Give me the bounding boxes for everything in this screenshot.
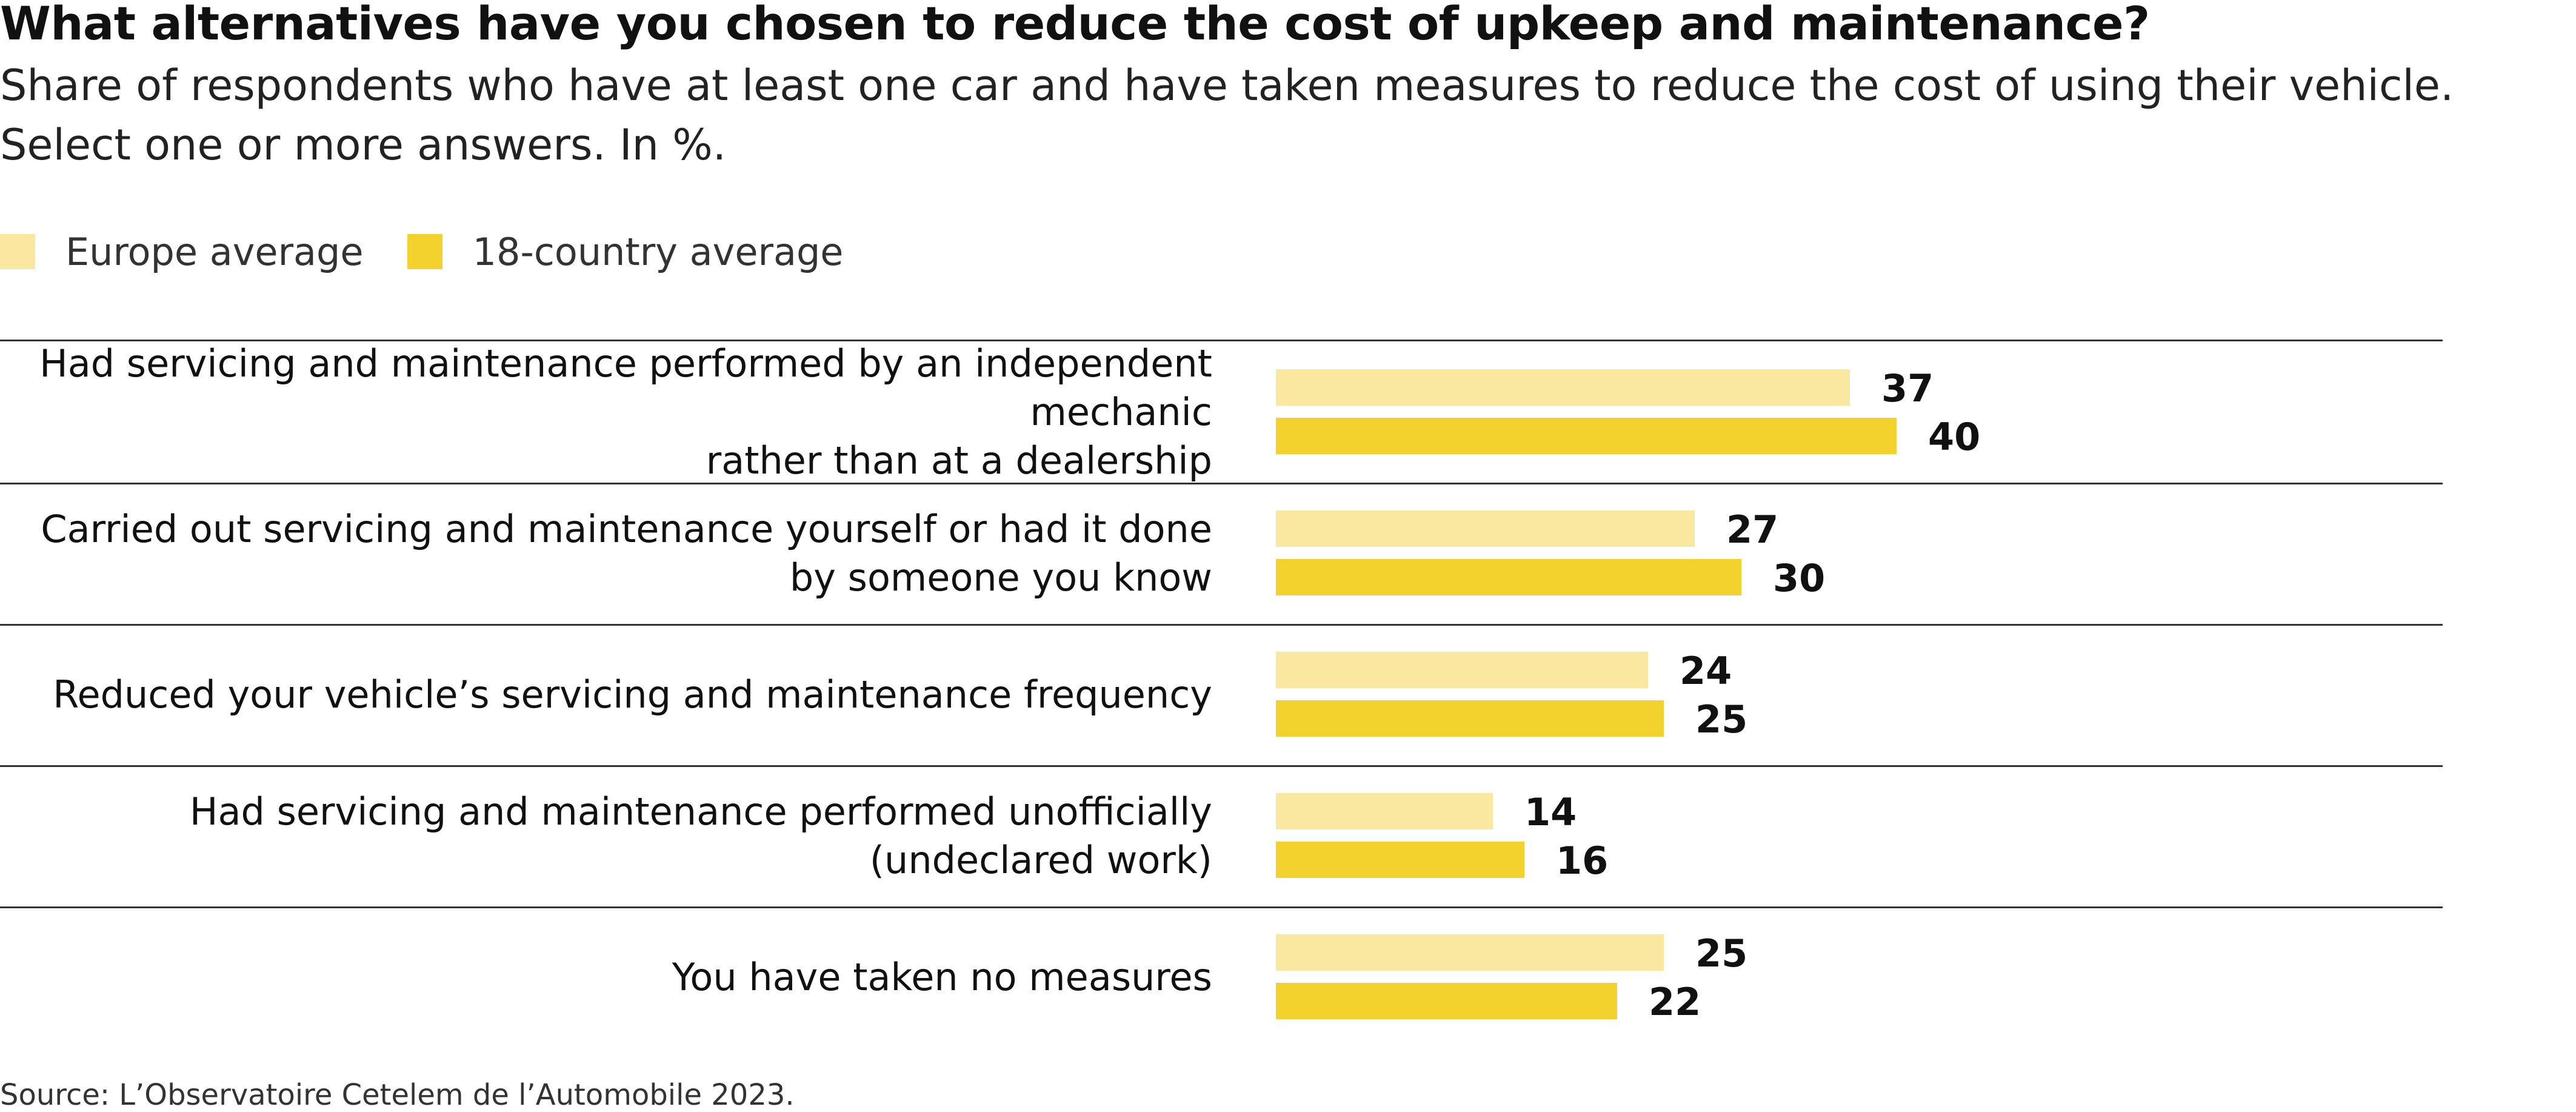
row-separator (0, 906, 2443, 908)
value-label-18-country: 30 (1773, 556, 1826, 600)
value-label-europe: 25 (1695, 931, 1748, 976)
chart-row: Carried out servicing and maintenance yo… (0, 483, 2443, 624)
bar-18-country (1276, 700, 1664, 737)
value-label-18-country: 22 (1649, 980, 1701, 1024)
legend-label-18-country: 18-country average (472, 229, 844, 274)
bar-europe (1276, 652, 1648, 688)
chart-row: Had servicing and maintenance performed … (0, 765, 2443, 906)
row-separator (0, 624, 2443, 626)
category-label: Reduced your vehicle’s servicing and mai… (53, 672, 1212, 717)
chart-row: Had servicing and maintenance performed … (0, 341, 2443, 483)
value-label-europe: 14 (1524, 790, 1577, 834)
row-separator (0, 765, 2443, 767)
value-label-18-country: 40 (1928, 415, 1981, 459)
legend-label-europe: Europe average (65, 229, 364, 274)
legend-item-18-country: 18-country average (407, 229, 844, 274)
bar-europe (1276, 369, 1850, 406)
bar-18-country (1276, 418, 1897, 454)
category-label: Carried out servicing and maintenance yo… (41, 506, 1212, 600)
row-separator (0, 483, 2443, 484)
legend-item-europe: Europe average (0, 230, 364, 274)
bar-europe (1276, 511, 1695, 547)
chart-row: You have taken no measures 25 22 (0, 906, 2443, 1048)
bar-18-country (1276, 559, 1741, 595)
value-label-europe: 24 (1680, 649, 1732, 693)
value-label-18-country: 16 (1556, 839, 1609, 883)
value-label-europe: 37 (1881, 366, 1934, 410)
chart-subtitle: Share of respondents who have at least o… (0, 61, 2454, 170)
value-label-18-country: 25 (1695, 697, 1748, 742)
category-label: Had servicing and maintenance performed … (39, 341, 1212, 483)
chart-row: Reduced your vehicle’s servicing and mai… (0, 624, 2443, 765)
category-label: You have taken no measures (672, 954, 1212, 999)
bar-18-country (1276, 983, 1617, 1019)
legend: Europe average 18-country average (0, 227, 887, 276)
source-note: Source: L’Observatoire Cetelem de l’Auto… (0, 1078, 795, 1112)
row-separator (0, 340, 2443, 341)
bar-chart: Had servicing and maintenance performed … (0, 340, 2443, 1043)
bar-18-country (1276, 842, 1524, 878)
value-label-europe: 27 (1726, 507, 1779, 552)
category-label: Had servicing and maintenance performed … (189, 789, 1212, 882)
bar-europe (1276, 934, 1664, 971)
chart-title: What alternatives have you chosen to red… (0, 0, 2150, 50)
legend-swatch-europe (0, 234, 35, 269)
bar-europe (1276, 793, 1493, 829)
legend-swatch-18-country (407, 234, 442, 269)
